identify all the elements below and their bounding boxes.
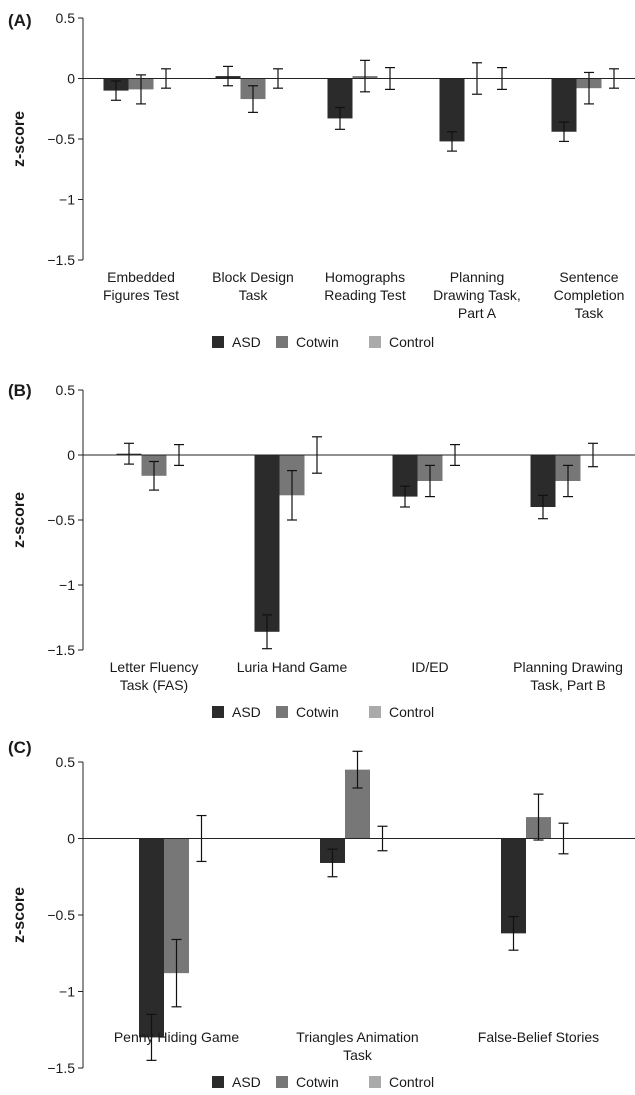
legend-swatch [212,1076,224,1088]
category-label: False-Belief Stories [478,1029,599,1045]
legend-swatch [369,706,381,718]
bar-asd [439,78,465,142]
legend-swatch [212,706,224,718]
category-label: Luria Hand Game [237,659,348,675]
y-tick-label: 0.5 [56,754,76,770]
category-label: Planning Drawing Task, Part A [433,269,521,321]
y-tick-label: −1.5 [47,1060,75,1076]
y-tick-label: −0.5 [47,512,75,528]
legend-label: Control [389,1074,434,1090]
legend-label: Cotwin [296,334,339,350]
legend-swatch [276,706,288,718]
y-axis-label: z-score [11,492,28,548]
legend-swatch [369,1076,381,1088]
category-label: Sentence Completion Task [554,269,625,321]
bar-asd [254,455,280,632]
panel-label: (A) [8,11,32,30]
y-tick-label: −0.5 [47,131,75,147]
y-tick-label: −1.5 [47,252,75,268]
category-label: Triangles Animation Task [296,1029,418,1063]
y-tick-label: 0 [67,831,75,847]
y-axis-label: z-score [11,887,28,943]
legend-label: ASD [232,704,261,720]
y-tick-label: −0.5 [47,907,75,923]
legend-label: Cotwin [296,1074,339,1090]
y-tick-label: 0.5 [56,382,76,398]
legend: ASD Cotwin Control [212,1074,434,1090]
category-label: Homographs Reading Test [324,269,406,303]
category-label: ID/ED [411,659,448,675]
panel-label: (B) [8,381,32,400]
legend-label: Control [389,704,434,720]
chart-panel-3: (C) z-score 0.5 0 −0.5 −1 −1.5 Penny Hiding Gam… [8,738,635,1090]
category-label: Letter Fluency Task (FAS) [110,659,199,693]
legend-swatch [369,336,381,348]
y-tick-label: 0 [67,447,75,463]
legend-label: ASD [232,334,261,350]
y-tick-label: 0 [67,71,75,87]
category-label: Embedded Figures Test [103,269,179,303]
legend-swatch [212,336,224,348]
legend-label: Cotwin [296,704,339,720]
y-axis-label: z-score [11,111,28,167]
bar-asd [139,838,164,1038]
category-label: Planning Drawing Task, Part B [513,659,623,693]
y-tick-label: −1 [59,577,75,593]
category-label: Penny Hiding Game [114,1029,240,1045]
legend-label: ASD [232,1074,261,1090]
panel-label: (C) [8,738,32,757]
chart-panel-2: (B) z-score 0.5 0 −0.5 −1 −1.5 Letter Fluency Ta… [8,381,635,720]
y-tick-label: 0.5 [56,10,76,26]
legend: ASD Cotwin Control [212,704,434,720]
legend-swatch [276,1076,288,1088]
category-label: Block Design Task [212,269,294,303]
legend-swatch [276,336,288,348]
legend: ASD Cotwin Control [212,334,434,350]
y-tick-label: −1.5 [47,642,75,658]
chart-panel-1: (A) z-score 0.5 0 −0.5 −1 −1.5 Embedded Figures … [8,10,635,350]
y-tick-label: −1 [59,192,75,208]
legend-label: Control [389,334,434,350]
y-tick-label: −1 [59,984,75,1000]
